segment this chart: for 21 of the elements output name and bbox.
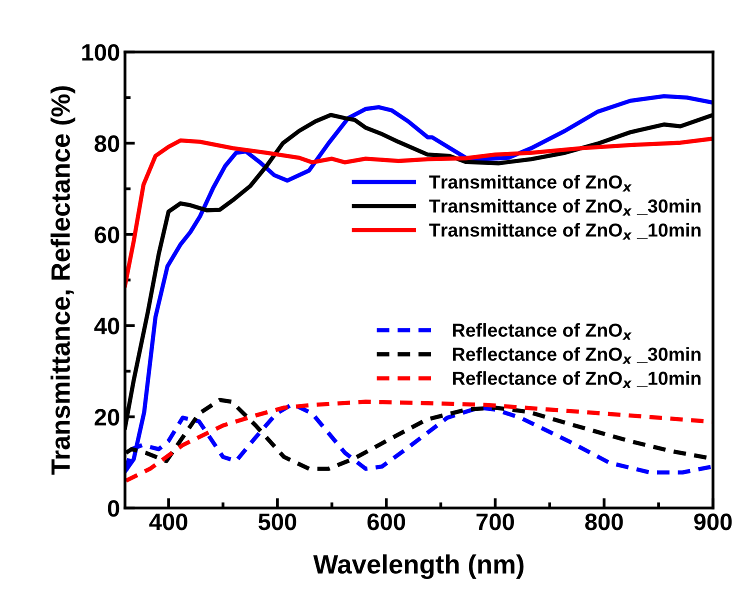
- x-tick-label: 800: [585, 513, 623, 530]
- y-tick-label: 40: [94, 318, 120, 334]
- y-tick-label: 60: [94, 226, 120, 244]
- y-tick-label: 80: [94, 135, 120, 152]
- x-tick-label: 600: [368, 513, 406, 530]
- y-tick-label: 20: [94, 408, 120, 426]
- x-tick-label: 400: [149, 513, 188, 530]
- line-series: [125, 136, 713, 288]
- legend-label: Transmittance of ZnO$_{x}$: [429, 174, 632, 192]
- legend-label: Transmittance of ZnO$_{x}$ _10min: [429, 222, 701, 240]
- legend-label: Reflectance of ZnO$_{x}$ _10min: [453, 371, 700, 388]
- legend-label: Reflectance of ZnO$_{x}$: [453, 323, 632, 340]
- legend-label: Reflectance of ZnO$_{x}$ _30min: [453, 347, 700, 364]
- x-axis-title: Wavelength (nm): [313, 554, 524, 580]
- y-tick-label: 100: [82, 44, 120, 61]
- y-tick-label: 0: [108, 500, 120, 517]
- y-axis-title: Transmittance, Reflectance (%): [50, 86, 76, 475]
- x-tick-label: 700: [476, 513, 514, 530]
- x-tick-label: 900: [694, 513, 732, 530]
- x-tick-label: 500: [258, 513, 296, 530]
- legend-label: Transmittance of ZnO$_{x}$ _30min: [429, 198, 701, 216]
